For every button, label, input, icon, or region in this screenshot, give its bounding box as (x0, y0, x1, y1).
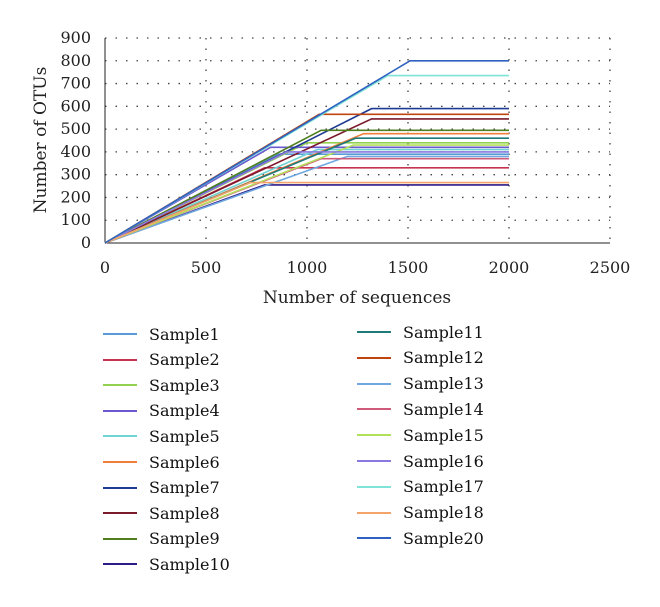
legend-label: Sample18 (403, 503, 484, 523)
legend-item: Sample4 (103, 399, 220, 423)
x-tick-label: 1500 (388, 258, 429, 277)
series-lines (104, 59, 509, 244)
legend-label: Sample20 (403, 528, 484, 548)
legend-swatch (357, 356, 391, 359)
legend-label: Sample1 (149, 324, 220, 344)
legend-label: Sample3 (149, 375, 220, 395)
legend-swatch (103, 512, 137, 515)
legend-label: Sample16 (403, 451, 484, 471)
legend-label: Sample2 (149, 350, 220, 370)
series-line-sample8 (104, 118, 509, 244)
series-line-sample13 (104, 155, 509, 244)
legend-label: Sample6 (149, 452, 220, 472)
legend-label: Sample8 (149, 503, 220, 523)
grid (105, 37, 611, 243)
y-axis-label: Number of OTUs (31, 67, 51, 214)
y-tick-label: 500 (60, 119, 91, 138)
legend-swatch (103, 358, 137, 361)
legend-label: Sample10 (149, 554, 230, 574)
legend-item: Sample6 (103, 450, 220, 474)
legend-item: Sample8 (103, 501, 220, 525)
legend-swatch (103, 563, 137, 566)
legend-label: Sample9 (149, 529, 220, 549)
legend-swatch (103, 333, 137, 335)
legend-item: Sample2 (103, 348, 220, 372)
legend-item: Sample3 (103, 373, 220, 397)
x-tick-label: 2500 (590, 258, 631, 277)
y-tick-label: 800 (60, 51, 91, 70)
legend-swatch (357, 382, 391, 385)
series-line-sample9 (104, 129, 509, 244)
legend-item: Sample1 (103, 322, 220, 346)
legend-swatch (103, 384, 137, 387)
legend-label: Sample5 (149, 426, 220, 446)
series-line-sample15 (104, 144, 509, 244)
tick-labels: 0 100 200 300 400 500 600 700 800 900 0 500 1000 1500… (60, 28, 630, 277)
legend-item: Sample17 (357, 475, 484, 499)
legend-item: Sample5 (103, 424, 220, 448)
legend-label: Sample11 (403, 322, 484, 342)
legend-item: Sample11 (357, 320, 484, 344)
x-axis-label: Number of sequences (263, 288, 451, 308)
y-tick-label: 900 (60, 28, 91, 47)
y-tick-label: 300 (60, 165, 91, 184)
legend-swatch (357, 537, 391, 540)
legend-item: Sample18 (357, 501, 484, 525)
legend-swatch (103, 409, 137, 412)
legend-item: Sample14 (357, 397, 484, 421)
legend-label: Sample17 (403, 477, 484, 497)
legend-item: Sample15 (357, 423, 484, 447)
y-tick-label: 100 (60, 210, 91, 229)
legend-item: Sample10 (103, 552, 230, 576)
y-tick-label: 400 (60, 142, 91, 161)
legend-swatch (357, 434, 391, 437)
legend-item: Sample9 (103, 527, 220, 551)
y-tick-label: 600 (60, 96, 91, 115)
legend-item: Sample16 (357, 449, 484, 473)
series-line-sample18 (104, 181, 509, 244)
legend-item: Sample12 (357, 346, 484, 370)
axes (104, 38, 610, 244)
series-line-sample5 (104, 148, 509, 244)
legend-label: Sample15 (403, 425, 484, 445)
y-tick-label: 700 (60, 74, 91, 93)
legend-item: Sample20 (357, 526, 484, 550)
legend-label: Sample13 (403, 374, 484, 394)
legend-swatch (357, 485, 391, 488)
legend-item: Sample13 (357, 372, 484, 396)
x-tick-label: 500 (191, 258, 222, 277)
legend-item: Sample7 (103, 476, 220, 500)
legend-swatch (103, 435, 137, 438)
legend-swatch (103, 537, 137, 540)
legend-swatch (103, 461, 137, 463)
legend-swatch (103, 486, 137, 489)
x-tick-label: 2000 (489, 258, 530, 277)
x-tick-label: 0 (100, 258, 110, 277)
series-line-sample20 (104, 59, 509, 244)
x-tick-label: 1000 (287, 258, 328, 277)
legend-label: Sample4 (149, 401, 220, 421)
y-tick-label: 200 (60, 187, 91, 206)
legend-label: Sample7 (149, 478, 220, 498)
series-line-sample16 (104, 151, 509, 244)
legend-swatch (357, 331, 391, 333)
legend-swatch (357, 408, 391, 411)
legend-label: Sample14 (403, 399, 484, 419)
legend-label: Sample12 (403, 348, 484, 368)
legend-swatch (357, 460, 391, 462)
y-tick-label: 0 (81, 233, 91, 252)
legend-swatch (357, 511, 391, 514)
